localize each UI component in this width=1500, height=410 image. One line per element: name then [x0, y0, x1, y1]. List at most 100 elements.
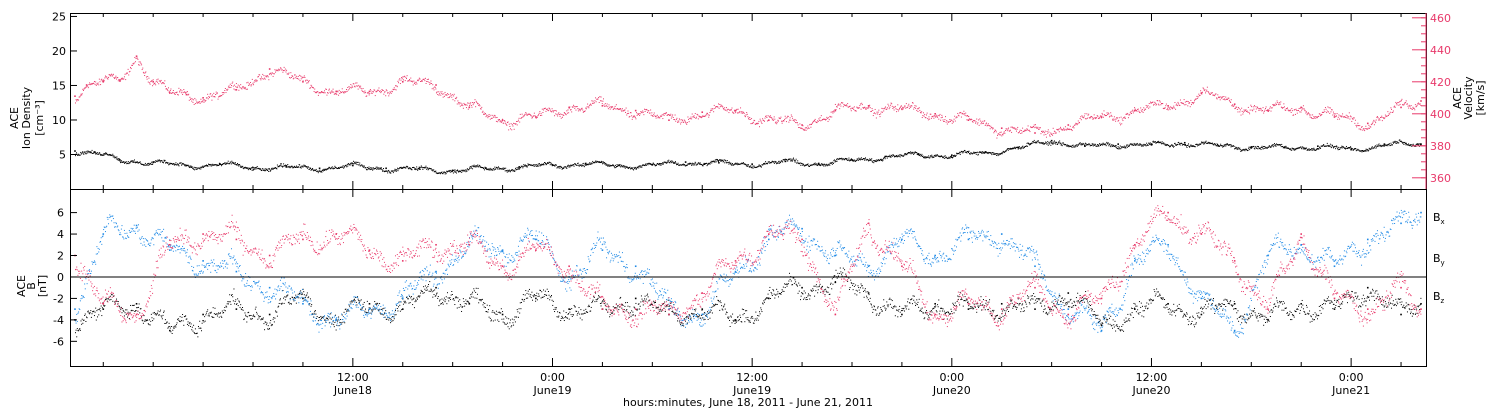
ion-density-sample [563, 168, 565, 170]
velocity-sample [659, 115, 661, 117]
ion-density-sample [298, 164, 300, 166]
ion-density-sample [785, 158, 787, 160]
bottom-panel-data [74, 205, 1422, 338]
ion-density-sample [562, 167, 564, 169]
velocity-sample [399, 78, 401, 80]
velocity-sample [1183, 99, 1185, 101]
velocity-sample [699, 116, 701, 118]
velocity-sample [878, 109, 880, 111]
ion-density-sample [301, 165, 303, 167]
ion-density-sample [307, 166, 309, 168]
velocity-sample [998, 133, 1000, 135]
bx-sample [92, 311, 94, 313]
velocity-sample [179, 90, 181, 92]
ion-density-sample [824, 163, 826, 165]
ion-density-sample [639, 165, 641, 167]
ion-density-sample [258, 167, 260, 169]
ion-density-sample [477, 166, 479, 168]
velocity-sample [1298, 107, 1300, 109]
velocity-sample [1324, 111, 1326, 113]
ion-density-sample [144, 164, 146, 166]
velocity-sample [946, 120, 948, 122]
velocity-sample [1022, 127, 1024, 129]
ion-density-sample [683, 164, 685, 166]
velocity-sample [1037, 126, 1039, 128]
ion-density-sample [580, 165, 582, 167]
ion-density-sample [740, 163, 742, 165]
velocity-sample [942, 119, 944, 121]
ion-density-sample [881, 158, 883, 160]
velocity-sample [1026, 129, 1028, 131]
ion-density-sample [1273, 144, 1275, 146]
velocity-sample [968, 118, 970, 120]
ion-density-sample [579, 164, 581, 166]
velocity-sample [437, 94, 439, 96]
ion-density-sample [1223, 144, 1225, 146]
velocity-sample [227, 86, 229, 88]
ion-density-sample [163, 162, 165, 164]
velocity-sample [402, 79, 404, 81]
velocity-sample [1160, 104, 1162, 106]
ion-density-sample [276, 168, 278, 170]
ion-density-sample [749, 166, 751, 168]
velocity-sample [154, 82, 156, 84]
bx-point [1420, 302, 1422, 305]
ion-density-sample [619, 164, 621, 166]
ion-density-sample [439, 172, 441, 174]
velocity-sample [811, 123, 813, 125]
velocity-sample [973, 120, 975, 122]
velocity-sample [434, 86, 436, 88]
ion-density-sample [713, 161, 715, 163]
velocity-sample [1265, 106, 1267, 108]
velocity-sample [768, 115, 770, 117]
velocity-sample [811, 124, 813, 126]
velocity-sample [1391, 111, 1393, 113]
bx-sample [87, 310, 89, 312]
velocity-sample [248, 84, 250, 86]
bx-point [801, 286, 803, 289]
ion-density-sample [1205, 140, 1207, 142]
ion-density-sample [1350, 147, 1352, 149]
ion-density-sample [742, 163, 744, 165]
velocity-sample [1340, 116, 1342, 118]
velocity-sample [815, 121, 817, 123]
velocity-sample [767, 115, 769, 117]
velocity-sample [1196, 95, 1198, 97]
velocity-sample [1048, 131, 1050, 133]
velocity-sample [1398, 104, 1400, 106]
ion-density-sample [90, 151, 92, 153]
ion-density-sample [1227, 144, 1229, 146]
ion-density-sample [975, 153, 977, 155]
velocity-sample [945, 116, 947, 118]
bx-point [501, 313, 504, 316]
ion-density-sample [1360, 150, 1362, 152]
velocity-sample [1280, 101, 1282, 103]
velocity-sample [240, 87, 242, 89]
ion-density-sample [961, 151, 963, 153]
ion-density-sample [1369, 148, 1371, 150]
ion-density-sample [254, 168, 256, 170]
velocity-sample [1191, 102, 1193, 104]
ion-density-sample [320, 170, 322, 172]
ion-density-sample [591, 163, 593, 165]
ion-density-sample [1251, 146, 1253, 148]
velocity-sample [232, 85, 234, 87]
velocity-sample [596, 98, 598, 100]
ion-density-sample [183, 164, 185, 166]
velocity-sample [837, 103, 839, 105]
ion-density-sample [201, 167, 203, 169]
velocity-sample [617, 107, 619, 109]
ion-density-sample [194, 167, 196, 169]
ion-density-sample [993, 153, 995, 155]
ion-density-sample [874, 160, 876, 162]
ion-density-sample [615, 166, 617, 168]
ion-density-sample [366, 167, 368, 169]
velocity-sample [856, 106, 858, 108]
ion-density-sample [364, 167, 366, 169]
ion-density-sample [857, 159, 859, 161]
velocity-sample [608, 104, 610, 106]
ion-density-point [817, 162, 820, 165]
ion-density-sample [538, 163, 540, 165]
ion-density-sample [652, 162, 654, 164]
velocity-sample [177, 93, 179, 95]
